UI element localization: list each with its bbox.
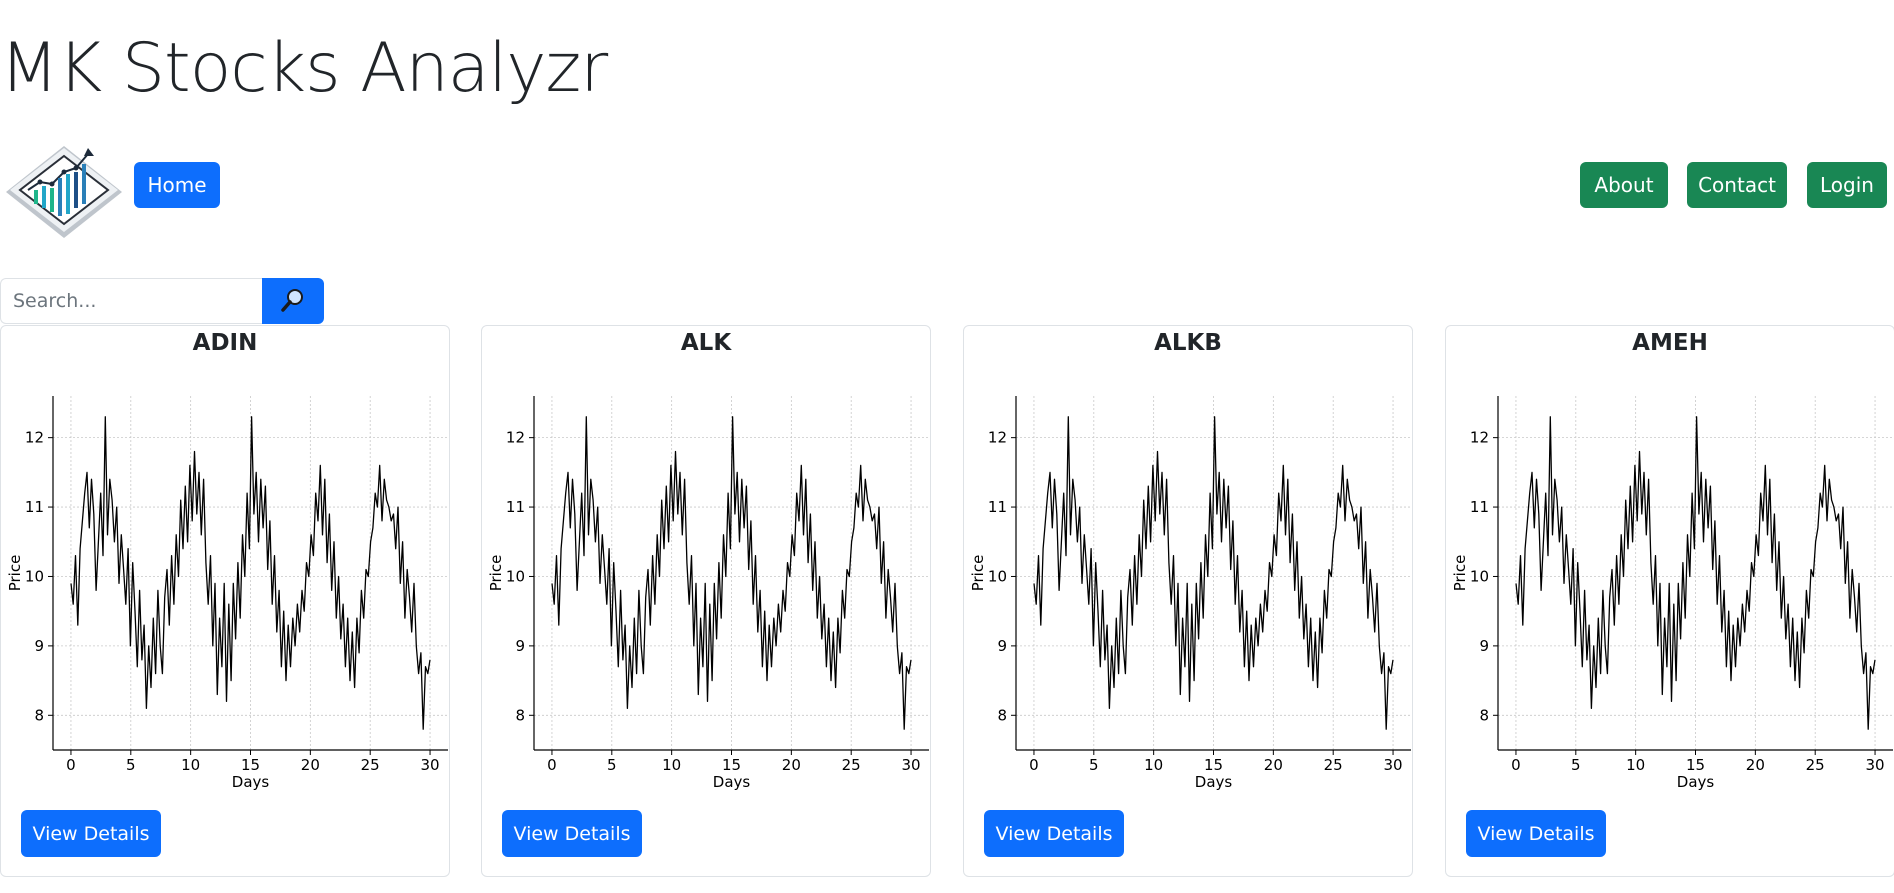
- y-tick-label: 9: [1479, 637, 1489, 655]
- stock-chart: 0 5 10 15 20 25 30 8 9 10 11 12 Days Price: [487, 396, 929, 790]
- stock-card-1: ALK 0 5 10 15 20 25 30 8 9 10 11 12 Days Price View D…: [481, 325, 931, 877]
- stock-chart: 0 5 10 15 20 25 30 8 9 10 11 12 Days Price: [6, 396, 448, 790]
- x-tick-label: 30: [420, 756, 439, 774]
- view-details-button[interactable]: View Details: [1466, 810, 1606, 857]
- y-tick-label: 10: [25, 567, 44, 585]
- x-tick-label: 10: [1626, 756, 1645, 774]
- stock-chart: 0 5 10 15 20 25 30 8 9 10 11 12 Days Price: [969, 396, 1411, 790]
- price-series-line: [1033, 416, 1394, 730]
- page-title: MK Stocks Analyzr: [0, 29, 608, 108]
- price-series-line: [1515, 416, 1876, 730]
- x-tick-label: 0: [1029, 756, 1039, 774]
- x-tick-label: 10: [1144, 756, 1163, 774]
- x-tick-label: 0: [547, 756, 557, 774]
- x-tick-label: 30: [1383, 756, 1402, 774]
- stock-ticker: ADIN: [192, 330, 258, 356]
- x-tick-label: 15: [241, 756, 260, 774]
- stock-ticker: ALKB: [1154, 330, 1222, 356]
- y-tick-label: 8: [34, 706, 44, 724]
- x-tick-label: 10: [662, 756, 681, 774]
- x-axis-label: Days: [1195, 773, 1233, 790]
- home-button[interactable]: Home: [134, 162, 220, 208]
- y-tick-label: 10: [988, 567, 1007, 585]
- x-tick-label: 30: [901, 756, 920, 774]
- view-details-button[interactable]: View Details: [984, 810, 1124, 857]
- x-tick-label: 0: [66, 756, 76, 774]
- y-tick-label: 11: [25, 498, 44, 516]
- y-axis-label: Price: [6, 555, 24, 592]
- y-tick-label: 10: [506, 567, 525, 585]
- stock-chart: 0 5 10 15 20 25 30 8 9 10 11 12 Days Price: [1451, 396, 1893, 790]
- y-axis-label: Price: [1451, 555, 1469, 592]
- y-tick-label: 12: [1470, 429, 1489, 447]
- x-axis-label: Days: [232, 773, 270, 790]
- search-button[interactable]: [262, 278, 324, 324]
- x-tick-label: 20: [1746, 756, 1765, 774]
- x-tick-label: 25: [1806, 756, 1825, 774]
- login-button[interactable]: Login: [1807, 162, 1887, 208]
- y-axis-label: Price: [487, 555, 505, 592]
- x-tick-label: 5: [607, 756, 617, 774]
- x-tick-label: 20: [301, 756, 320, 774]
- y-tick-label: 12: [25, 429, 44, 447]
- y-tick-label: 11: [506, 498, 525, 516]
- y-tick-label: 8: [515, 706, 525, 724]
- x-tick-label: 5: [1571, 756, 1581, 774]
- x-tick-label: 5: [1089, 756, 1099, 774]
- y-tick-label: 11: [988, 498, 1007, 516]
- x-axis-label: Days: [713, 773, 751, 790]
- stock-card-3: AMEH 0 5 10 15 20 25 30 8 9 10 11 12 Days Price View …: [1445, 325, 1894, 877]
- app-logo[interactable]: [2, 134, 126, 244]
- y-tick-label: 12: [988, 429, 1007, 447]
- about-button[interactable]: About: [1580, 162, 1668, 208]
- x-tick-label: 10: [181, 756, 200, 774]
- contact-button[interactable]: Contact: [1687, 162, 1787, 208]
- search-icon: [279, 286, 307, 317]
- view-details-button[interactable]: View Details: [502, 810, 642, 857]
- x-tick-label: 5: [126, 756, 136, 774]
- stock-ticker: AMEH: [1632, 330, 1708, 356]
- x-tick-label: 30: [1865, 756, 1884, 774]
- y-tick-label: 10: [1470, 567, 1489, 585]
- x-tick-label: 15: [1204, 756, 1223, 774]
- y-tick-label: 9: [997, 637, 1007, 655]
- y-tick-label: 8: [1479, 706, 1489, 724]
- search-input[interactable]: [0, 278, 262, 324]
- view-details-button[interactable]: View Details: [21, 810, 161, 857]
- y-tick-label: 12: [506, 429, 525, 447]
- y-tick-label: 9: [515, 637, 525, 655]
- stock-ticker: ALK: [680, 330, 732, 356]
- price-series-line: [551, 416, 912, 730]
- y-axis-label: Price: [969, 555, 987, 592]
- x-tick-label: 20: [782, 756, 801, 774]
- x-tick-label: 25: [842, 756, 861, 774]
- x-tick-label: 15: [722, 756, 741, 774]
- price-series-line: [70, 416, 431, 730]
- x-tick-label: 15: [1686, 756, 1705, 774]
- x-tick-label: 20: [1264, 756, 1283, 774]
- y-tick-label: 11: [1470, 498, 1489, 516]
- y-tick-label: 8: [997, 706, 1007, 724]
- x-axis-label: Days: [1677, 773, 1715, 790]
- x-tick-label: 25: [361, 756, 380, 774]
- y-tick-label: 9: [34, 637, 44, 655]
- stock-card-0: ADIN 0 5 10 15 20 25 30 8 9 10 11 12 Days Price View …: [0, 325, 450, 877]
- stock-card-2: ALKB 0 5 10 15 20 25 30 8 9 10 11 12 Days Price View …: [963, 325, 1413, 877]
- x-tick-label: 25: [1324, 756, 1343, 774]
- x-tick-label: 0: [1511, 756, 1521, 774]
